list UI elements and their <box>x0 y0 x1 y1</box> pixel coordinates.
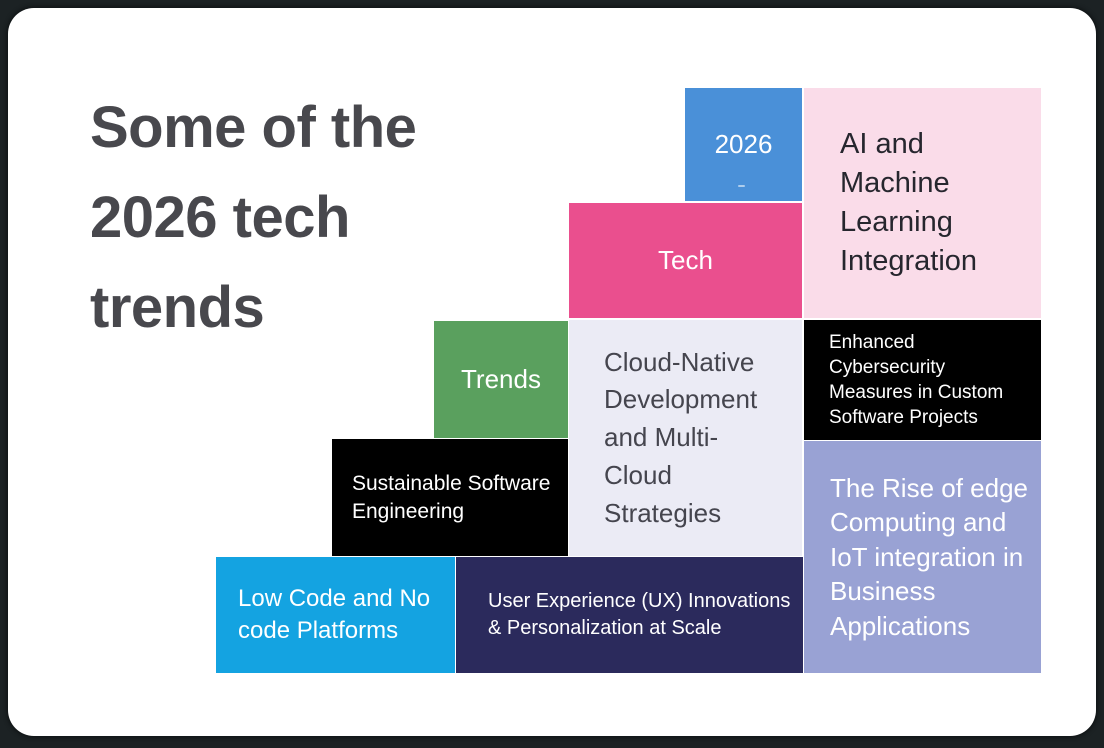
decorative-dash <box>738 185 745 187</box>
page-title: Some of the 2026 tech trends <box>90 95 417 340</box>
block-cybersecurity: Enhanced Cybersecurity Measures in Custo… <box>804 320 1041 440</box>
block-ai-machine-learning: AI and Machine Learning Integration <box>804 88 1041 318</box>
block-edge-computing-iot: The Rise of edge Computing and IoT integ… <box>804 441 1041 673</box>
block-cloud-native: Cloud-Native Development and Multi- Clou… <box>569 320 802 556</box>
block-trends: Trends <box>434 321 568 438</box>
block-sustainable-software: Sustainable Software Engineering <box>332 439 568 556</box>
block-low-code: Low Code and No code Platforms <box>216 557 455 673</box>
block-2026: 2026 <box>685 88 802 201</box>
block-ux-innovations: User Experience (UX) Innovations & Perso… <box>456 557 803 673</box>
block-tech: Tech <box>569 203 802 318</box>
